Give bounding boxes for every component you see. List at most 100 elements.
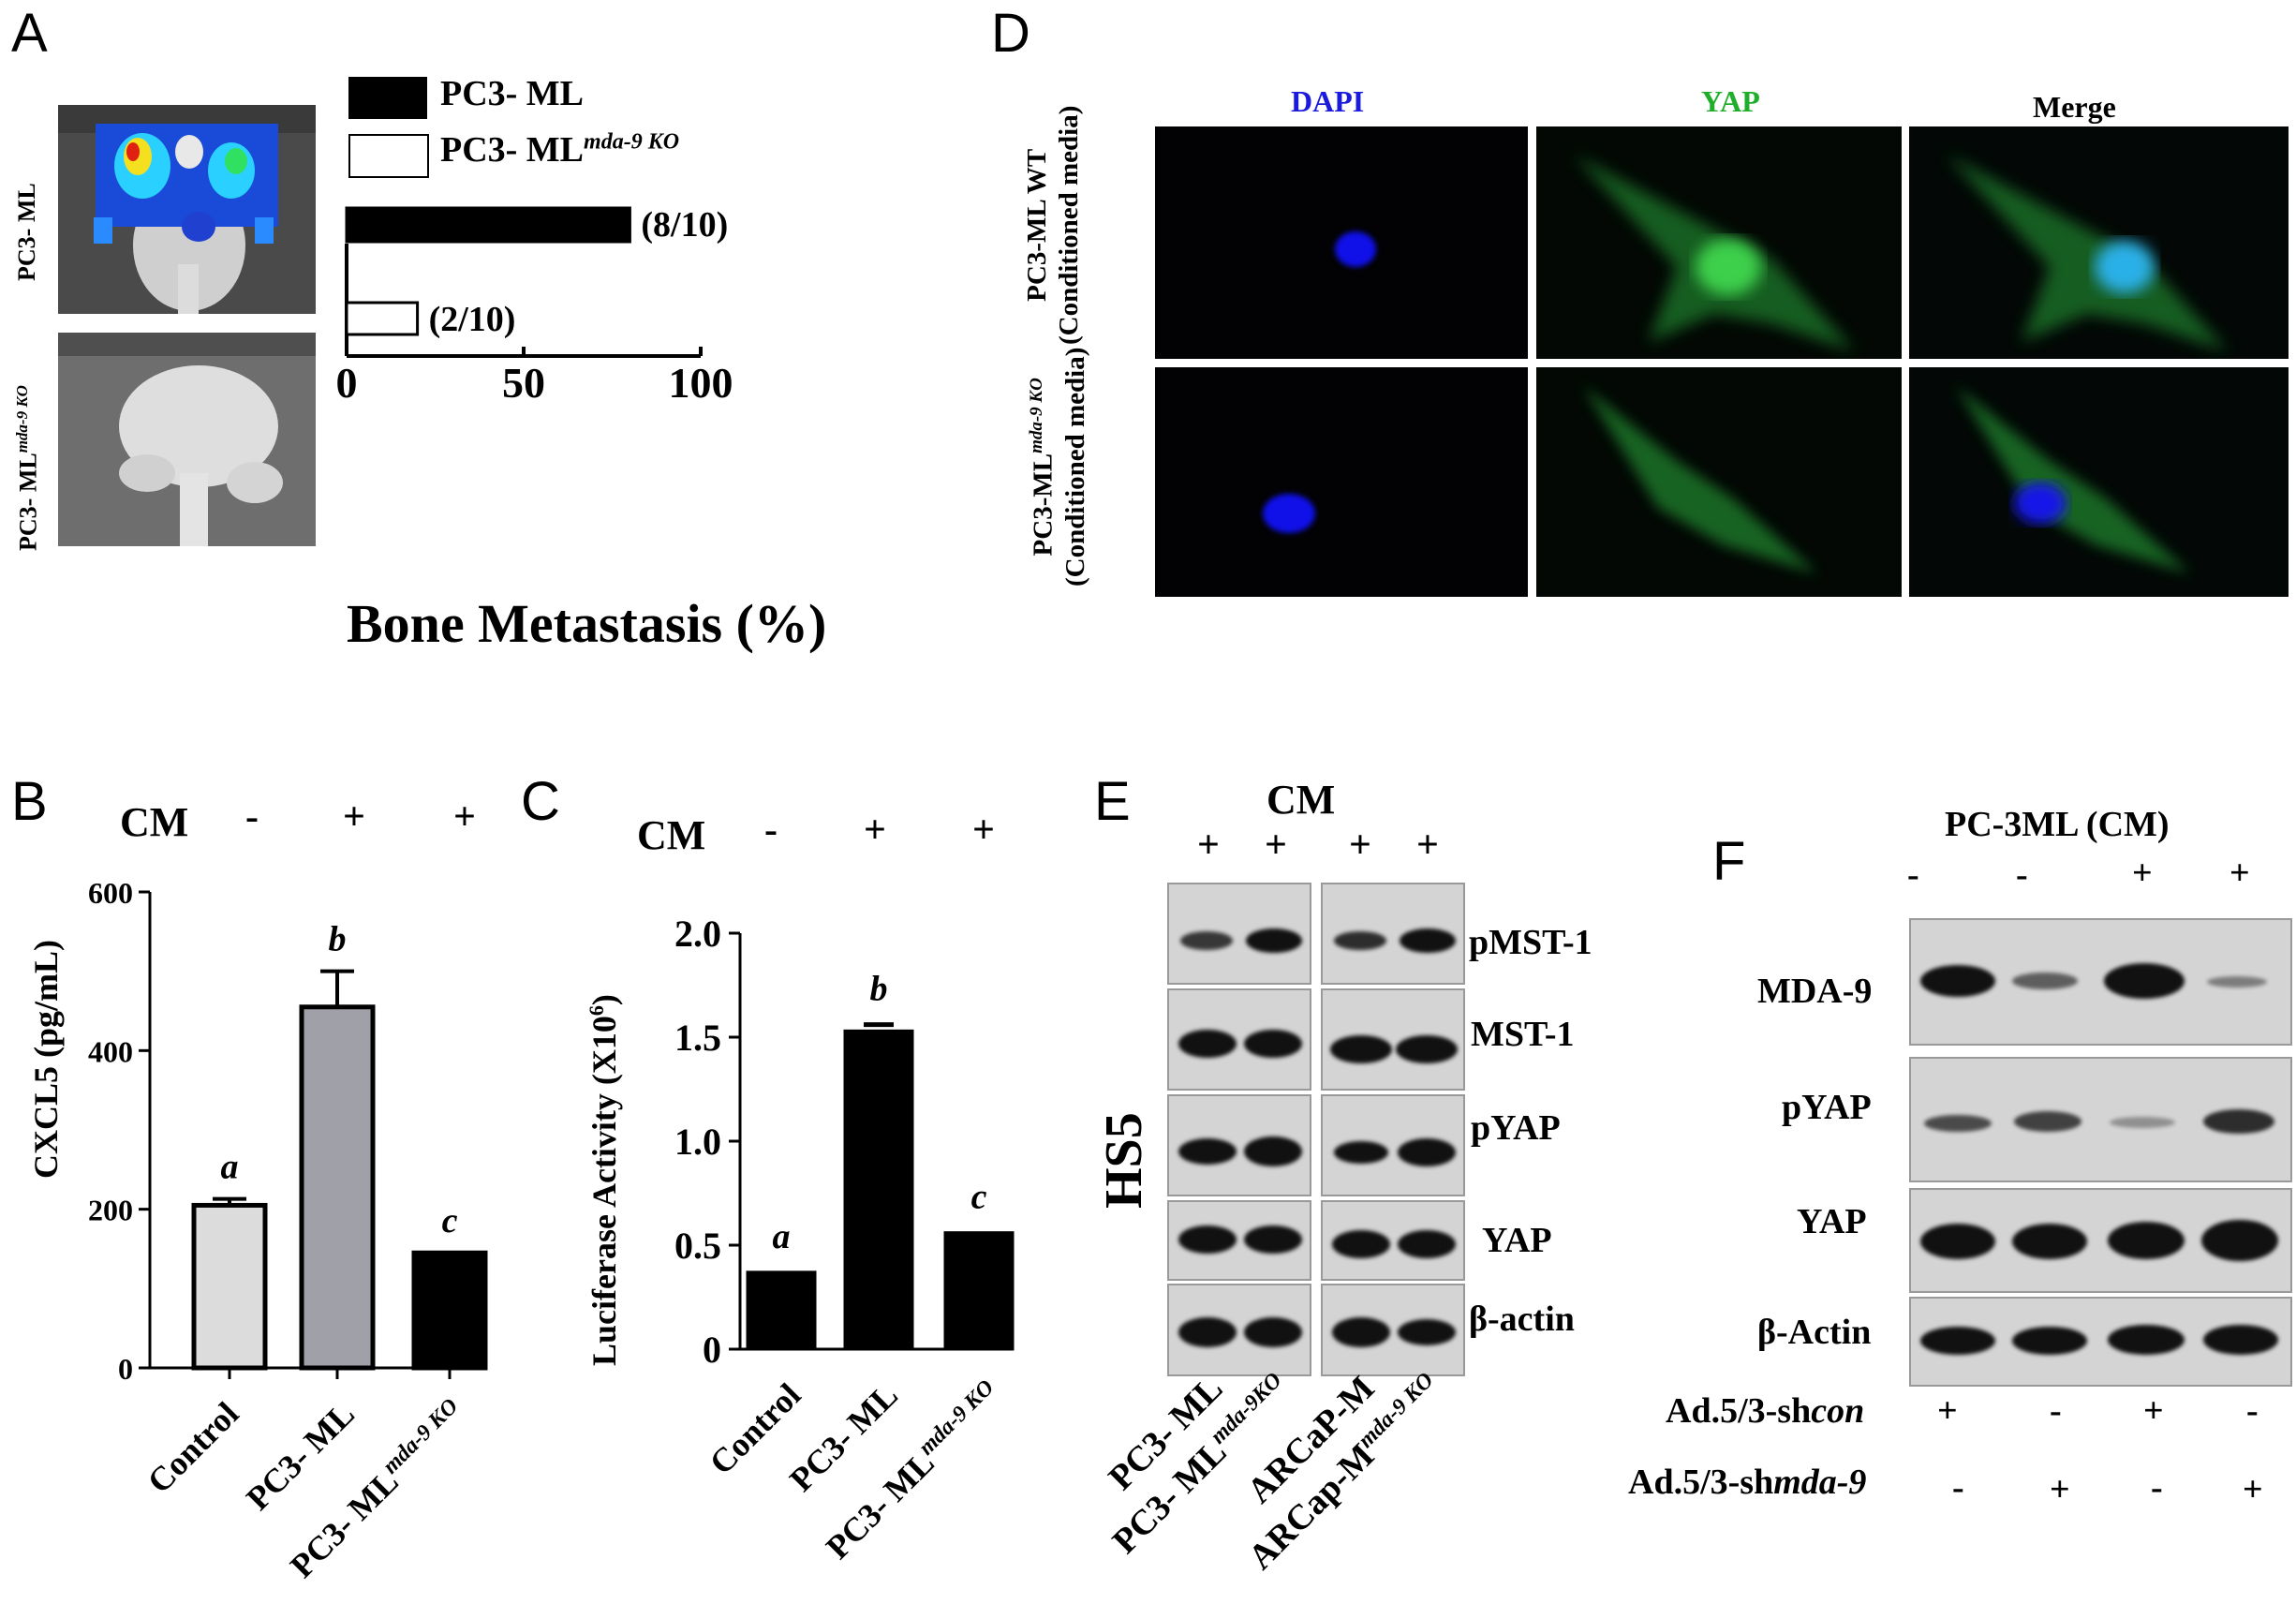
blot-e-mst1-right xyxy=(1321,988,1465,1091)
mouse-image-pc3ml-ko xyxy=(58,333,316,546)
legend-swatch-pc3ml-ko xyxy=(348,134,429,178)
significance-letter: b xyxy=(870,970,888,1009)
merge-signal xyxy=(1947,155,2228,351)
panel-e-sign-2: + xyxy=(1265,824,1287,867)
mouse-image-pc3ml xyxy=(58,105,316,314)
chart-b: 0 200 400 600 a b c xyxy=(88,876,488,1386)
panel-b-cm-sign-2: + xyxy=(343,795,365,839)
blot-e-yap-right xyxy=(1321,1200,1465,1281)
micrograph-ko-yap xyxy=(1536,367,1902,597)
band xyxy=(2108,1222,2185,1259)
blot-e-actin-left xyxy=(1167,1284,1311,1376)
bar xyxy=(411,1250,488,1371)
x-tick-label: 0 xyxy=(336,359,358,407)
legend-swatch-pc3ml xyxy=(348,77,427,119)
band xyxy=(1396,1035,1458,1063)
panel-b-letter: B xyxy=(11,771,48,832)
photo-label-pc3ml-ko: PC3- MLmda-9 KO xyxy=(13,385,42,551)
chart-b-plot: 0 200 400 600 a b c xyxy=(88,876,488,1386)
panel-f-row1-sign-2: - xyxy=(2050,1391,2062,1431)
panel-f-protein-mda9: MDA-9 xyxy=(1757,972,1873,1011)
col-header-yap: YAP xyxy=(1701,84,1760,118)
band xyxy=(2104,963,2185,999)
bioluminescence-image xyxy=(58,105,316,314)
panel-f-cm-sign-1: - xyxy=(1907,855,1919,895)
bar xyxy=(943,1231,1015,1351)
band xyxy=(2012,1327,2087,1355)
band xyxy=(1178,1138,1237,1165)
significance-letter: c xyxy=(971,1178,987,1217)
blot-e-actin-right xyxy=(1321,1284,1465,1376)
band xyxy=(1178,1225,1237,1254)
blot-e-pyap-right xyxy=(1321,1094,1465,1196)
panel-b-xlabel-control: Control xyxy=(140,1394,245,1501)
panel-e-protein-pmst1: pMST-1 xyxy=(1469,923,1592,962)
panel-c-letter: C xyxy=(521,771,560,832)
panel-a-letter: A xyxy=(11,3,48,64)
panel-f-protein-pyap: pYAP xyxy=(1782,1088,1872,1127)
band xyxy=(1924,1115,1992,1132)
legend-label-pc3ml-ko: PC3- MLmda-9 KO xyxy=(440,129,680,170)
band xyxy=(1246,928,1302,953)
panel-f-row2-sign-2: + xyxy=(2050,1470,2070,1509)
micrograph-wt-merge xyxy=(1909,126,2289,359)
band xyxy=(1334,1141,1388,1164)
chart-a: (8/10) (2/10) 0 50 100 xyxy=(336,205,733,407)
panel-e-side-label: HS5 xyxy=(1095,1112,1153,1209)
micrograph-ko-dapi xyxy=(1155,367,1528,597)
bar xyxy=(191,1202,268,1371)
band xyxy=(1334,931,1386,950)
panel-f-protein-actin: β-Actin xyxy=(1757,1313,1872,1352)
yap-signal xyxy=(1583,386,1817,573)
blot-e-pmst1-right xyxy=(1321,883,1465,985)
panel-f-cm-sign-3: + xyxy=(2132,854,2153,893)
panel-e-sign-3: + xyxy=(1349,824,1371,867)
bar xyxy=(299,1004,376,1371)
panel-c-cm-sign-2: + xyxy=(864,809,886,852)
panel-f-row2-sign-3: - xyxy=(2151,1468,2163,1507)
data-label: (2/10) xyxy=(429,300,516,339)
chart-a-plot: (8/10) (2/10) 0 50 100 xyxy=(336,205,733,407)
blot-e-mst1-left xyxy=(1167,988,1311,1091)
panel-f-row2-label: Ad.5/3-shmda-9 xyxy=(1628,1463,1867,1502)
panel-b-cm-sign-3: + xyxy=(453,795,476,839)
chart-c: 0 0.5 1.0 1.5 2.0 a b c xyxy=(674,913,1015,1371)
data-label: (8/10) xyxy=(641,205,728,245)
band xyxy=(1332,1230,1390,1258)
band xyxy=(1398,1230,1456,1258)
col-header-merge: Merge xyxy=(2033,90,2116,124)
blot-f-actin xyxy=(1909,1297,2292,1387)
band xyxy=(2203,1109,2274,1134)
significance-letter: a xyxy=(773,1217,791,1256)
y-tick-label: 200 xyxy=(88,1194,133,1227)
bar xyxy=(843,1029,914,1351)
band xyxy=(2012,973,2078,989)
band xyxy=(2207,976,2267,988)
panel-e-cm-label: CM xyxy=(1267,777,1336,823)
micrograph-wt-yap xyxy=(1536,126,1902,359)
band xyxy=(2108,1325,2185,1355)
panel-e-sign-4: + xyxy=(1416,824,1439,867)
band xyxy=(2203,1325,2278,1355)
blot-f-yap xyxy=(1909,1188,2292,1293)
y-tick-label: 1.0 xyxy=(674,1121,721,1163)
y-tick-label: 1.5 xyxy=(674,1017,721,1059)
panel-f-row2-sign-4: + xyxy=(2243,1470,2263,1509)
band xyxy=(1178,1317,1237,1347)
panel-f-row1-label: Ad.5/3-shcon xyxy=(1666,1391,1865,1431)
band xyxy=(1330,1035,1392,1063)
band xyxy=(1920,1224,1995,1259)
panel-f-row1-sign-3: + xyxy=(2143,1391,2164,1431)
band xyxy=(1332,1317,1390,1347)
y-tick-label: 400 xyxy=(88,1034,133,1068)
panel-f-letter: F xyxy=(1712,831,1746,892)
legend-label-pc3ml: PC3- ML xyxy=(440,74,585,113)
brightfield-image xyxy=(58,333,316,546)
panel-f-row1-sign-1: + xyxy=(1937,1391,1958,1431)
band xyxy=(1244,1317,1302,1347)
y-tick-label: 0 xyxy=(703,1329,721,1371)
panel-f-header: PC-3ML (CM) xyxy=(1945,805,2170,844)
merge-signal xyxy=(1956,386,2190,573)
panel-c-xlabel-pc3ml-ko: PC3- MLmda-9 KO xyxy=(819,1375,1000,1567)
row-label-ko: PC3-MLmda-9 KO (Conditioned media) xyxy=(1027,347,1090,587)
